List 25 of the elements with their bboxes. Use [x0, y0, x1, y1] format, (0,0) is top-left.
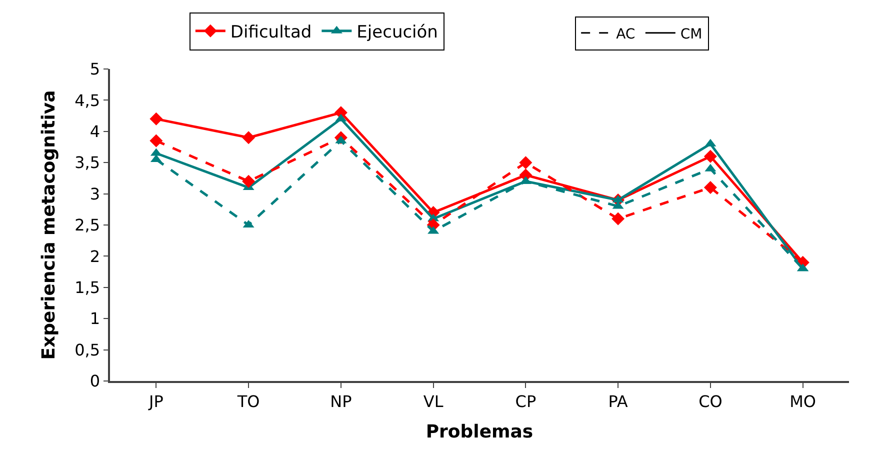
y-tick-label: 5	[90, 60, 100, 79]
legend-label: Ejecución	[356, 22, 438, 42]
x-tick-label: CP	[515, 392, 536, 411]
y-tick-label: 3,5	[74, 153, 100, 172]
y-tick-label: 3	[90, 184, 100, 204]
y-tick-label: 2	[90, 246, 100, 266]
x-tick-label: VL	[423, 392, 444, 411]
y-tick-label: 4	[90, 122, 100, 141]
x-tick-label: MO	[790, 392, 816, 411]
y-tick-label: 1,5	[74, 278, 100, 297]
y-tick-label: 4,5	[74, 90, 100, 110]
x-axis-title: Problemas	[426, 422, 534, 443]
x-tick-label: TO	[236, 392, 260, 411]
y-tick-label: 0	[90, 372, 100, 391]
x-tick-label: NP	[330, 392, 352, 411]
x-tick-label: CO	[698, 392, 722, 411]
legend-label: Dificultad	[230, 22, 312, 42]
y-axis-title: Experiencia metacognitiva	[38, 90, 60, 360]
y-tick-label: 0,5	[74, 340, 100, 360]
x-tick-label: JP	[148, 392, 164, 411]
y-tick-label: 2,5	[74, 216, 100, 235]
text: CM	[680, 26, 702, 42]
x-tick-label: PA	[608, 392, 628, 411]
text: AC	[616, 26, 636, 42]
y-tick-label: 1	[90, 309, 100, 328]
